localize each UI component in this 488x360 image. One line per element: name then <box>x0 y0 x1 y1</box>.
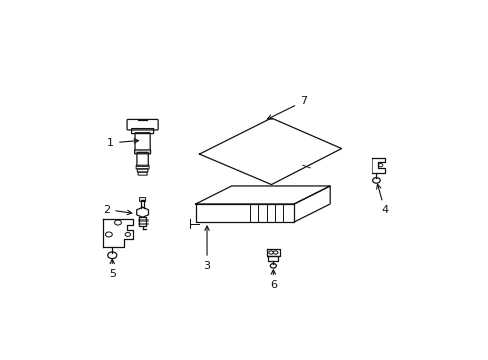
Text: 5: 5 <box>108 259 116 279</box>
Text: 1: 1 <box>107 138 138 148</box>
Text: 2: 2 <box>103 204 132 215</box>
Text: 6: 6 <box>269 270 276 290</box>
Text: 4: 4 <box>376 184 387 215</box>
Text: 7: 7 <box>267 96 306 119</box>
Text: 3: 3 <box>203 226 210 271</box>
FancyBboxPatch shape <box>134 150 150 154</box>
